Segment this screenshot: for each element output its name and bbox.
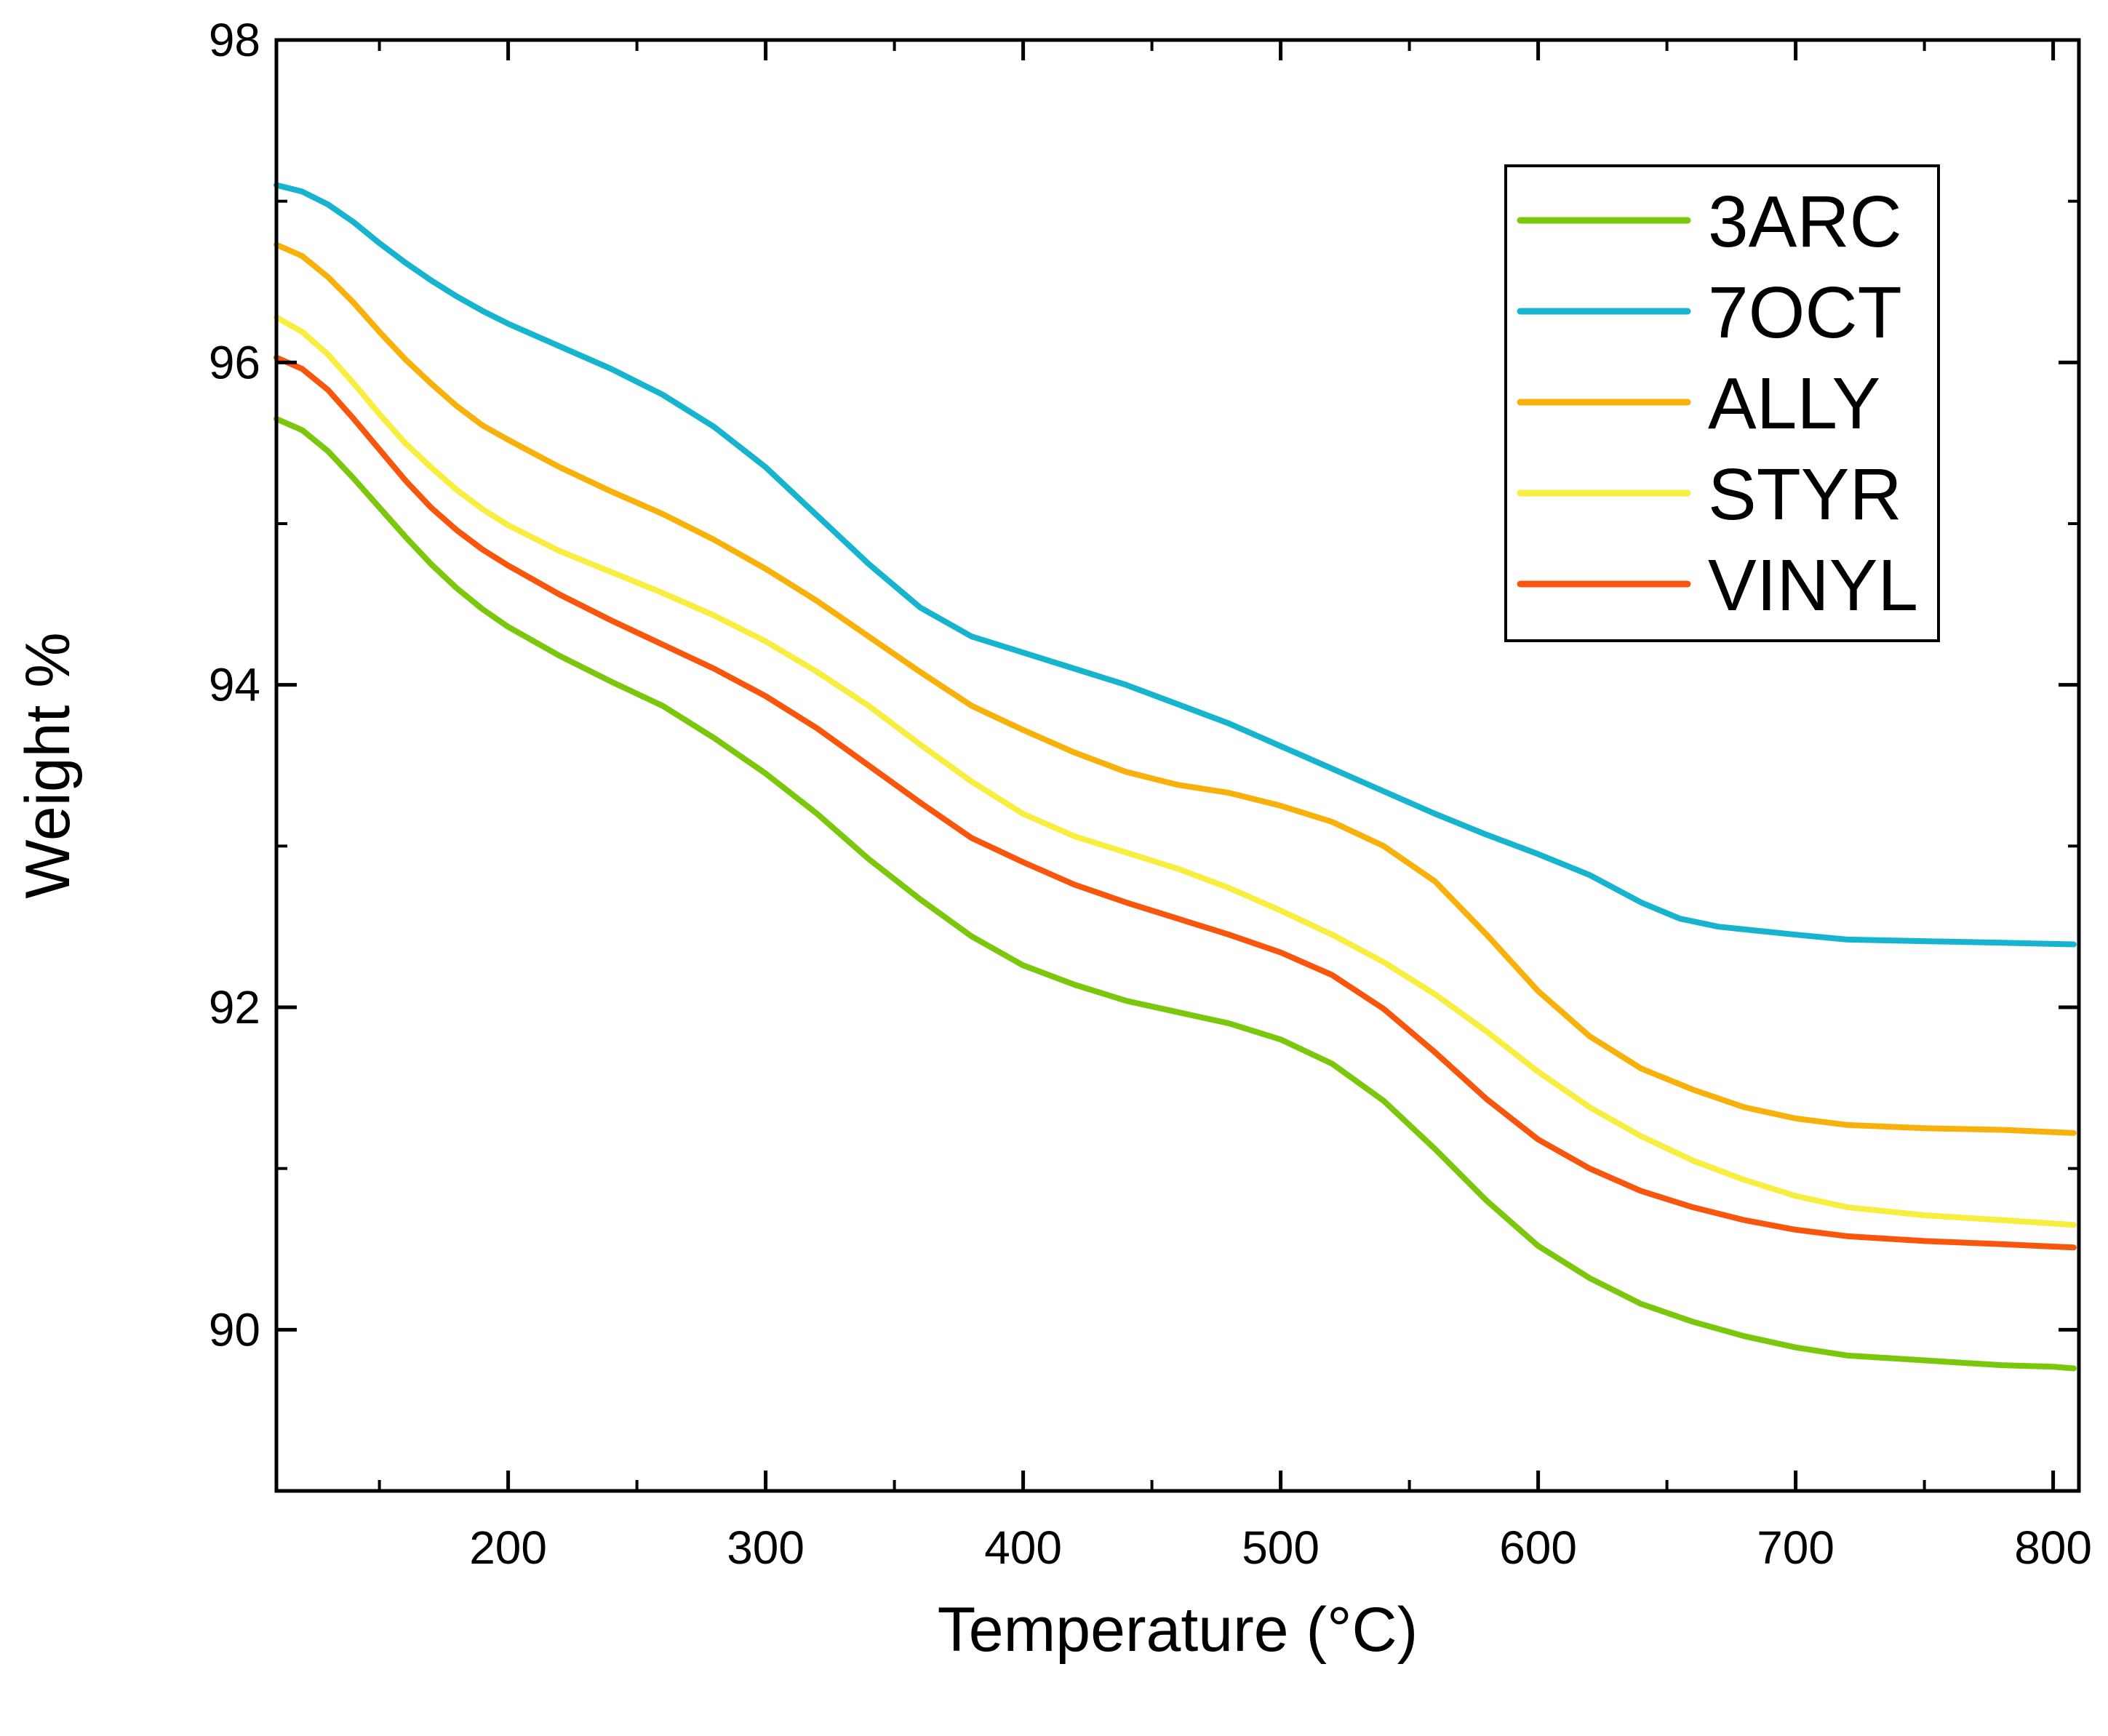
series-line-3arc <box>274 415 2077 1372</box>
x-tick-label: 300 <box>727 1521 805 1574</box>
legend-label-7oct: 7OCT <box>1708 272 1902 353</box>
y-tick-label: 96 <box>209 336 260 388</box>
series-line-vinyl <box>274 354 2077 1251</box>
series-line-styr <box>274 314 2077 1228</box>
x-tick-label: 600 <box>1499 1521 1577 1574</box>
x-tick-label: 200 <box>469 1521 547 1574</box>
y-tick-label: 94 <box>209 659 260 711</box>
x-tick-label: 500 <box>1242 1521 1320 1574</box>
series-line-ally <box>274 241 2077 1136</box>
legend: 3ARC 7OCT ALLY STYR VINYL <box>1504 164 1940 642</box>
x-tick-label: 800 <box>2014 1521 2092 1574</box>
y-tick-label: 90 <box>209 1303 260 1356</box>
plot-frame <box>274 38 2081 1493</box>
y-axis-title: Weight % <box>13 632 83 898</box>
legend-label-vinyl: VINYL <box>1708 545 1918 626</box>
series-line-7oct <box>274 182 2077 948</box>
legend-label-3arc: 3ARC <box>1708 181 1902 263</box>
x-tick-label: 400 <box>984 1521 1062 1574</box>
axes: 200 300 400 500 600 700 800 90 92 94 96 98 <box>209 14 2092 1574</box>
y-tick-label: 98 <box>209 14 260 66</box>
plot-area <box>274 182 2077 1372</box>
legend-label-styr: STYR <box>1708 454 1902 535</box>
y-tick-label: 92 <box>209 981 260 1033</box>
x-tick-label: 700 <box>1757 1521 1834 1574</box>
x-axis-title: Temperature (°C) <box>938 1595 1418 1665</box>
legend-label-ally: ALLY <box>1708 363 1880 444</box>
